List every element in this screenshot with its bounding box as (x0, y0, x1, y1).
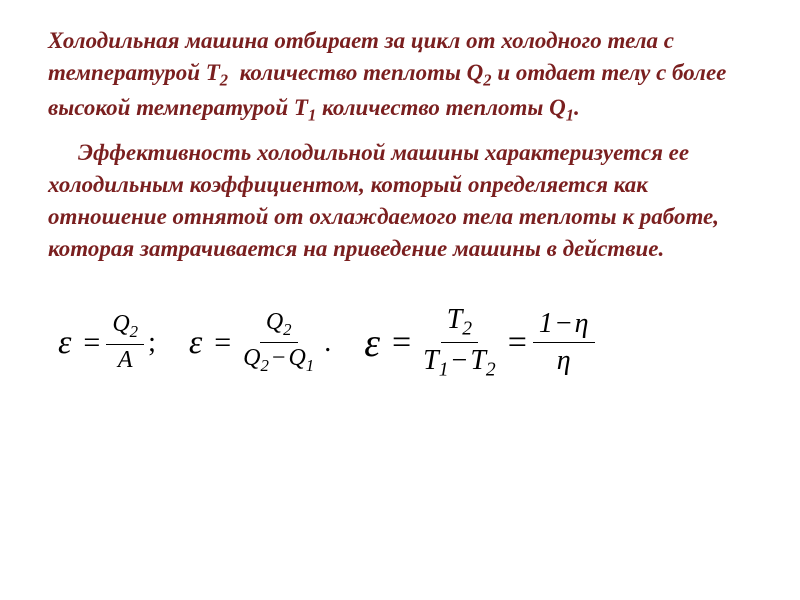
formula-3: ε = T2 T1−T2 = 1−η η (364, 304, 594, 382)
f2-num-sub: 2 (283, 320, 291, 339)
denominator-2: Q2−Q1 (237, 343, 320, 376)
f3-den-b: T (470, 345, 486, 376)
fraction-3a: T2 T1−T2 (417, 304, 502, 382)
epsilon-symbol-2: ε (189, 324, 202, 362)
equals-sign: = (83, 326, 100, 360)
f1-num-sub: 2 (130, 322, 138, 341)
numerator-2: Q2 (260, 309, 298, 343)
f3-eta-num: η (575, 308, 589, 339)
f2-den-b-sub: 1 (306, 356, 314, 375)
epsilon-symbol-3: ε (364, 319, 380, 366)
f2-num: Q (266, 309, 283, 335)
p1-sub-2: 2 (483, 71, 491, 90)
f2-den-b: Q (288, 345, 305, 371)
f1-den: A (118, 347, 133, 373)
paragraph-2: Эффективность холодильной машины характе… (48, 137, 752, 266)
equals-sign-3: = (392, 324, 411, 362)
f3-eta-den: η (557, 345, 571, 376)
fraction-3b: 1−η η (533, 308, 595, 377)
f2-den-a: Q (243, 345, 260, 371)
numerator-1: Q2 (106, 311, 144, 345)
p1-text-5: . (574, 95, 580, 120)
equals-sign-4: = (508, 324, 527, 362)
p1-sub-1: 2 (220, 71, 228, 90)
f2-den-a-sub: 2 (261, 356, 269, 375)
f1-num: Q (112, 311, 129, 337)
formula-1: ε = Q2 A ; (58, 311, 174, 374)
numerator-3a: T2 (441, 304, 478, 344)
p1-text-4: количество теплоты Q (316, 95, 565, 120)
f3-num-a-sub: 2 (462, 318, 472, 339)
numerator-3b: 1−η (533, 308, 595, 343)
denominator-3a: T1−T2 (417, 343, 502, 382)
f3-den-b-sub: 2 (486, 360, 496, 381)
minus-3: − (556, 308, 572, 339)
f3-den-a: T (423, 345, 439, 376)
semicolon: ; (148, 327, 156, 359)
p1-sub-4: 1 (566, 106, 574, 125)
formulas-row: ε = Q2 A ; ε = Q2 Q2−Q1 . ε = (48, 304, 752, 382)
formula-2: ε = Q2 Q2−Q1 . (189, 309, 349, 376)
f3-num2: 1 (539, 308, 553, 339)
epsilon-symbol: ε (58, 324, 71, 362)
equals-sign-2: = (214, 326, 231, 360)
f3-num-a: T (447, 304, 463, 335)
denominator-3b: η (551, 343, 577, 377)
p1-text-2: количество теплоты Q (228, 60, 483, 85)
p2-text: Эффективность холодильной машины характе… (48, 140, 719, 262)
paragraph-1: Холодильная машина отбирает за цикл от х… (48, 25, 752, 127)
denominator-1: A (112, 345, 139, 374)
f3-den-a-sub: 1 (439, 360, 449, 381)
minus-2: − (452, 345, 468, 376)
fraction-1: Q2 A (106, 311, 144, 374)
fraction-2: Q2 Q2−Q1 (237, 309, 320, 376)
minus-1: − (272, 345, 286, 371)
period: . (324, 327, 331, 359)
